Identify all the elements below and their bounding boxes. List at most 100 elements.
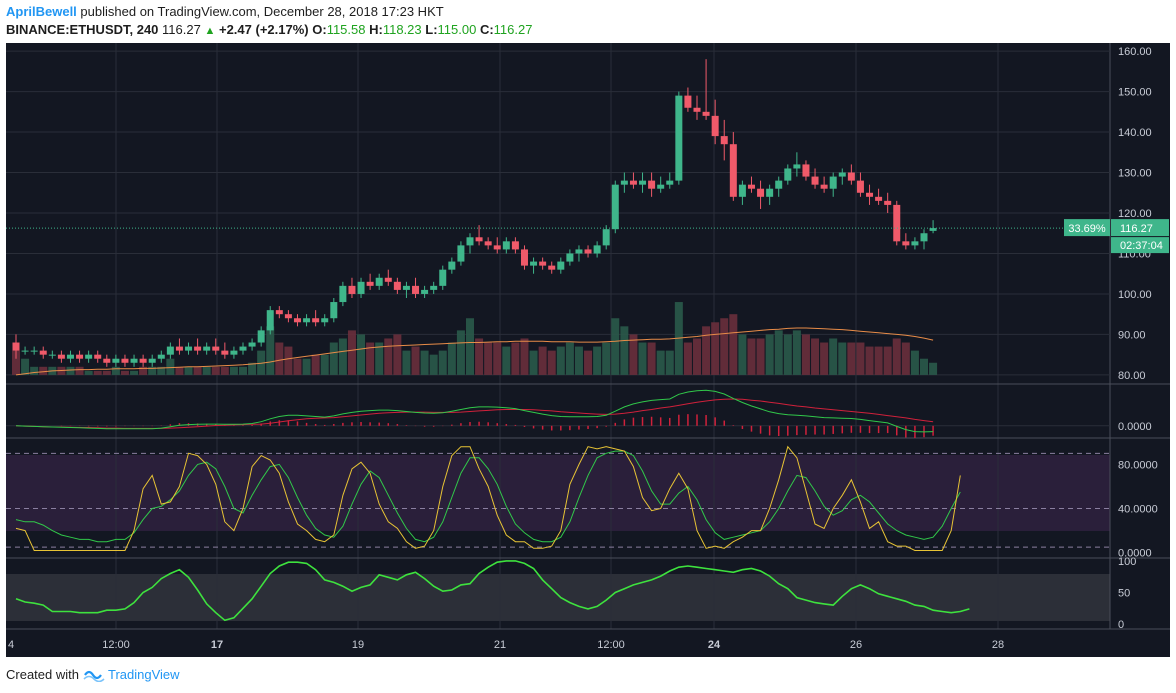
candle bbox=[312, 310, 320, 327]
volume-bar bbox=[801, 334, 810, 375]
chart-area[interactable]: 160.00 150.00 140.00 130.00 120.00 110.00 100.… bbox=[6, 43, 1170, 657]
volume-bar bbox=[248, 362, 257, 375]
price-tick-label: 120.00 bbox=[1118, 208, 1152, 220]
candle bbox=[384, 269, 392, 286]
candle-body bbox=[829, 176, 837, 189]
candle-body bbox=[402, 285, 410, 290]
price-tick-label: 130.00 bbox=[1118, 168, 1152, 180]
volume-bar bbox=[584, 350, 593, 375]
volume-bar bbox=[611, 318, 620, 375]
candle-body bbox=[620, 180, 628, 185]
volume-bar bbox=[347, 330, 356, 375]
time-tick-label: 12:00 bbox=[597, 639, 625, 651]
candle bbox=[248, 338, 256, 351]
candle bbox=[902, 233, 910, 250]
candle bbox=[838, 168, 846, 185]
candle-body bbox=[275, 310, 283, 315]
candle-body bbox=[375, 277, 383, 286]
volume-bar bbox=[629, 334, 638, 375]
candle-body bbox=[203, 346, 211, 351]
volume-ma-line bbox=[15, 327, 934, 376]
volume-bar bbox=[774, 330, 783, 375]
volume-bar bbox=[565, 342, 574, 375]
volume-bar bbox=[293, 358, 302, 375]
candle-body bbox=[657, 184, 665, 189]
candle bbox=[130, 354, 138, 367]
candle bbox=[175, 338, 183, 355]
candle bbox=[321, 314, 329, 327]
candle bbox=[684, 87, 692, 112]
volume-bar bbox=[157, 366, 166, 375]
volume-bar bbox=[656, 350, 665, 375]
candle-body bbox=[457, 245, 465, 262]
candle-body bbox=[575, 249, 583, 254]
candle bbox=[548, 261, 556, 274]
candle bbox=[94, 350, 102, 363]
volume-bar bbox=[211, 366, 220, 375]
time-tick-label: 17 bbox=[211, 639, 223, 651]
volume-bar bbox=[547, 350, 556, 375]
candle bbox=[448, 257, 456, 274]
volume-bar bbox=[574, 346, 583, 375]
candle bbox=[139, 354, 147, 367]
candle bbox=[339, 281, 347, 307]
candle bbox=[412, 277, 420, 298]
time-tick-label: 26 bbox=[850, 639, 862, 651]
volume-bar bbox=[502, 346, 511, 375]
chart-svg[interactable]: 160.00150.00140.00130.00120.00110.00100.… bbox=[6, 43, 1170, 657]
candle bbox=[502, 237, 510, 254]
candle-body bbox=[711, 115, 719, 137]
candle bbox=[802, 160, 810, 181]
stoch-k-line bbox=[15, 445, 961, 551]
candle-body bbox=[66, 354, 74, 359]
candle bbox=[493, 237, 501, 254]
volume-bar bbox=[538, 346, 547, 375]
candle-body bbox=[866, 192, 874, 197]
candle bbox=[402, 281, 410, 298]
rsi-tick-label: 0 bbox=[1118, 619, 1124, 631]
volume-bar bbox=[302, 358, 311, 375]
volume-bar bbox=[93, 370, 102, 375]
time-tick-label: 12:00 bbox=[102, 639, 130, 651]
candle bbox=[48, 350, 56, 359]
volume-bar bbox=[429, 354, 438, 375]
candle-body bbox=[348, 285, 356, 294]
candle-body bbox=[757, 188, 765, 197]
volume-bar bbox=[102, 370, 111, 375]
volume-bar bbox=[402, 350, 411, 375]
volume-bar bbox=[556, 346, 565, 375]
last-price: 116.27 bbox=[162, 22, 201, 37]
candle bbox=[820, 176, 828, 193]
candle bbox=[284, 310, 292, 323]
candle bbox=[766, 184, 774, 205]
candle-body bbox=[421, 289, 429, 294]
candle bbox=[303, 314, 311, 327]
stoch-band-background bbox=[6, 455, 1110, 531]
candle bbox=[811, 168, 819, 189]
candle bbox=[575, 245, 583, 262]
candle bbox=[457, 241, 465, 266]
candle bbox=[21, 346, 29, 355]
candle bbox=[884, 192, 892, 213]
volume-bar bbox=[84, 370, 93, 375]
candle-body bbox=[157, 354, 165, 359]
candle bbox=[366, 273, 374, 290]
volume-bar bbox=[493, 342, 502, 375]
candle-body bbox=[57, 354, 65, 359]
price-badge-text: 116.27 bbox=[1120, 223, 1153, 235]
candle-body bbox=[557, 261, 565, 270]
volume-bar bbox=[638, 342, 647, 375]
candle bbox=[530, 257, 538, 274]
tradingview-link[interactable]: TradingView bbox=[107, 667, 180, 682]
high-value: 118.23 bbox=[382, 22, 422, 37]
candle bbox=[511, 237, 519, 254]
volume-bar bbox=[829, 338, 838, 375]
candle-body bbox=[875, 196, 883, 201]
volume-bar bbox=[456, 330, 465, 375]
time-tick-label: 28 bbox=[992, 639, 1004, 651]
volume-bar bbox=[175, 366, 184, 375]
candle-body bbox=[112, 358, 120, 363]
candle bbox=[702, 59, 710, 120]
author-link[interactable]: AprilBewell bbox=[6, 4, 77, 19]
candle bbox=[520, 245, 528, 270]
